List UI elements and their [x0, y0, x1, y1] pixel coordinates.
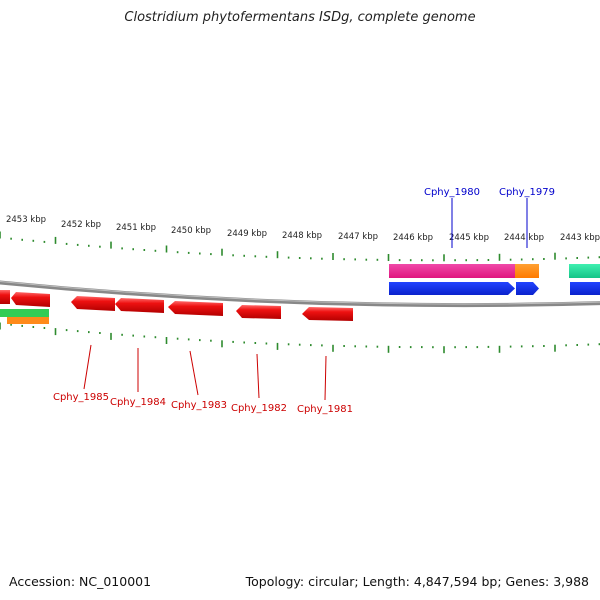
- gene-label-cphy-1982[interactable]: Cphy_1982: [231, 403, 287, 414]
- gene-cphy-1979-arrow[interactable]: [516, 282, 539, 295]
- gene-edge-blue-arrow[interactable]: [570, 282, 600, 295]
- gene-cphy-1984-arrow[interactable]: [115, 298, 164, 313]
- gene-cphy-1985-arrow[interactable]: [71, 296, 115, 311]
- gene-edge-left-arrow[interactable]: [0, 290, 10, 304]
- gene-cphy-1981-arrow[interactable]: [302, 307, 353, 321]
- scale-label-2444: 2444 kbp: [504, 233, 544, 243]
- gene-edge-orange-block[interactable]: [7, 317, 49, 324]
- genome-summary-label: Topology: circular; Length: 4,847,594 bp…: [245, 574, 589, 589]
- gene-label-cphy-1985[interactable]: Cphy_1985: [53, 392, 109, 403]
- scale-ticks-inner: [0, 322, 600, 354]
- reverse-gene-labels: Cphy_1985 Cphy_1984 Cphy_1983 Cphy_1982 …: [53, 344, 353, 415]
- scale-label-2446: 2446 kbp: [393, 233, 433, 243]
- gene-label-cphy-1984[interactable]: Cphy_1984: [110, 397, 166, 408]
- scale-label-2445: 2445 kbp: [449, 233, 489, 243]
- leader-line-cphy-1983: [189, 350, 199, 396]
- gene-label-cphy-1980[interactable]: Cphy_1980: [424, 187, 480, 198]
- scale-label-2449: 2449 kbp: [227, 229, 267, 239]
- reverse-strand-genes: [0, 290, 353, 324]
- accession-label: Accession: NC_010001: [9, 574, 152, 589]
- leader-line-cphy-1985: [83, 344, 92, 390]
- gene-cphy-1983-arrow[interactable]: [168, 301, 223, 316]
- gene-cphy-1979-block[interactable]: [515, 264, 539, 278]
- gene-edge-green-block[interactable]: [0, 309, 49, 317]
- gene-teal-block[interactable]: [569, 264, 600, 278]
- scale-label-2448: 2448 kbp: [282, 231, 322, 241]
- scale-label-2452: 2452 kbp: [61, 220, 101, 230]
- scale-label-2447: 2447 kbp: [338, 232, 378, 242]
- scale-label-2443: 2443 kbp: [560, 233, 600, 243]
- scale-ticks-outer: [0, 231, 600, 262]
- scale-label-2453: 2453 kbp: [6, 215, 46, 225]
- gene-label-cphy-1979[interactable]: Cphy_1979: [499, 187, 555, 198]
- genome-backbone: [0, 280, 600, 308]
- leader-line-cphy-1982: [256, 353, 260, 399]
- forward-gene-labels: Cphy_1980 Cphy_1979: [424, 187, 555, 248]
- scale-labels: 2453 kbp 2452 kbp 2451 kbp 2450 kbp 2449…: [6, 215, 600, 243]
- scale-label-2450: 2450 kbp: [171, 226, 211, 236]
- genome-backbone-highlight: [0, 280, 600, 305]
- gene-cphy-1986-arrow[interactable]: [11, 292, 50, 307]
- forward-strand-genes: [389, 264, 600, 295]
- gene-cphy-1980-arrow[interactable]: [389, 282, 515, 295]
- gene-label-cphy-1981[interactable]: Cphy_1981: [297, 404, 353, 415]
- gene-cphy-1982-arrow[interactable]: [236, 305, 281, 319]
- gene-cphy-1980-block[interactable]: [389, 264, 515, 278]
- scale-label-2451: 2451 kbp: [116, 223, 156, 233]
- leader-line-cphy-1981: [324, 355, 327, 401]
- gene-label-cphy-1983[interactable]: Cphy_1983: [171, 400, 227, 411]
- genome-title: Clostridium phytofermentans ISDg, comple…: [124, 10, 476, 25]
